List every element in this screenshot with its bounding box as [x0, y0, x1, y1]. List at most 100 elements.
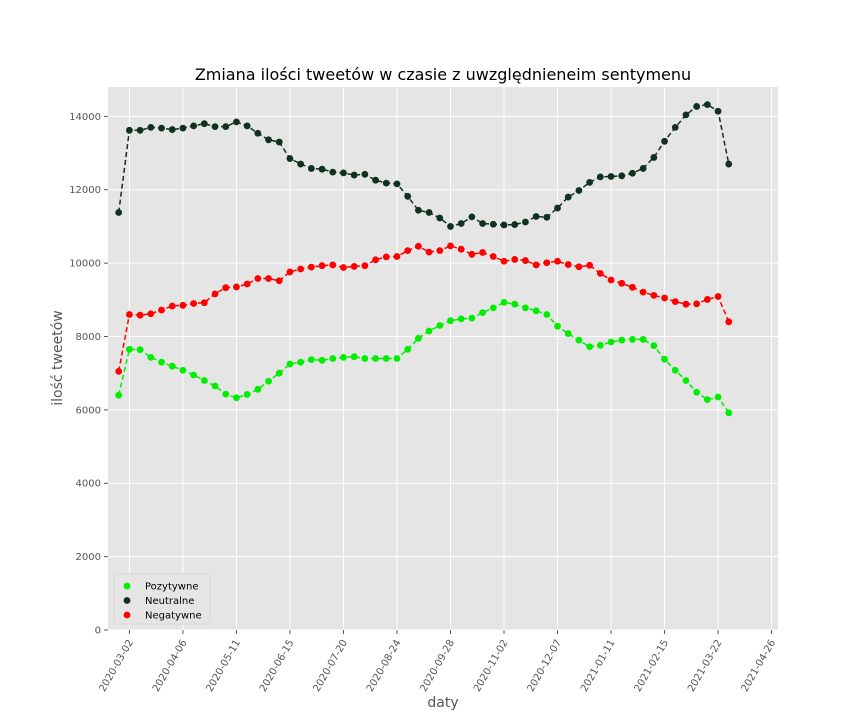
data-point — [650, 342, 658, 350]
y-tick-label: 6000 — [76, 405, 101, 416]
data-point — [607, 173, 615, 180]
data-point — [200, 120, 208, 128]
data-point — [265, 136, 272, 144]
data-point — [661, 294, 668, 302]
series-neutralne — [115, 101, 733, 230]
data-point — [468, 314, 476, 322]
data-point — [307, 356, 315, 364]
data-point — [714, 393, 722, 401]
data-point — [297, 265, 305, 273]
x-tick-label: 2020-08-24 — [365, 638, 404, 694]
data-point — [447, 223, 454, 230]
data-point — [543, 311, 551, 318]
data-point — [522, 304, 529, 312]
data-point — [447, 317, 454, 325]
x-tick-label: 2021-01-11 — [579, 638, 618, 694]
data-point — [126, 345, 133, 353]
data-point — [318, 356, 326, 364]
y-axis-label: ilość tweetów — [50, 310, 66, 405]
data-point — [404, 247, 412, 255]
data-point — [500, 221, 508, 229]
data-point — [554, 322, 561, 330]
chart-title: Zmiana ilości tweetów w czasie z uwzględ… — [195, 65, 691, 84]
data-point — [639, 336, 647, 343]
data-point — [158, 124, 165, 132]
data-point — [382, 355, 390, 362]
data-point — [307, 165, 315, 172]
data-point — [436, 214, 444, 222]
legend-marker — [123, 582, 131, 590]
legend-entry: Negatywne — [145, 611, 202, 622]
data-point — [190, 371, 198, 379]
data-point — [265, 275, 272, 282]
data-point — [650, 154, 658, 161]
data-point — [468, 213, 476, 221]
data-point — [725, 409, 733, 417]
data-point — [340, 264, 347, 271]
series-layer — [115, 101, 733, 417]
data-point — [629, 283, 636, 291]
data-point — [297, 358, 305, 366]
data-point — [489, 220, 497, 228]
data-point — [532, 213, 540, 220]
x-axis: 2020-03-02 2020-04-06 2020-05-11 2020-06-15… — [97, 630, 778, 694]
data-point — [479, 220, 487, 227]
y-tick-label: 8000 — [76, 332, 101, 343]
data-point — [136, 126, 144, 134]
legend-marker — [123, 611, 131, 619]
data-point — [190, 122, 198, 130]
data-point — [682, 300, 690, 308]
data-point — [618, 336, 626, 344]
data-point — [147, 310, 155, 318]
data-point — [136, 346, 144, 354]
data-point — [425, 248, 433, 256]
data-point — [190, 300, 198, 307]
data-point — [425, 209, 433, 216]
data-point — [650, 291, 658, 299]
data-point — [639, 165, 647, 172]
data-point — [222, 284, 230, 292]
series-line — [117, 301, 730, 414]
x-tick-label: 2020-03-02 — [97, 638, 136, 694]
data-point — [211, 123, 219, 131]
legend-entry: Neutralne — [145, 596, 194, 607]
data-point — [564, 330, 572, 337]
data-point — [254, 385, 262, 393]
data-point — [222, 123, 230, 131]
data-point — [393, 180, 401, 188]
data-point — [725, 318, 733, 326]
series-negatywne — [115, 242, 733, 375]
x-tick-label: 2020-09-28 — [419, 638, 458, 694]
data-point — [254, 129, 262, 137]
data-point — [522, 218, 529, 226]
data-point — [661, 355, 668, 363]
data-point — [457, 220, 465, 227]
data-point — [372, 176, 379, 184]
data-point — [275, 369, 283, 377]
data-point — [136, 311, 144, 319]
data-point — [158, 358, 165, 366]
data-point — [532, 307, 540, 315]
data-point — [340, 169, 347, 177]
data-point — [200, 299, 208, 307]
data-point — [254, 275, 262, 282]
data-point — [661, 137, 668, 145]
data-point — [179, 301, 187, 309]
data-point — [404, 192, 412, 200]
data-point — [286, 155, 294, 162]
y-tick-label: 2000 — [76, 552, 101, 563]
data-point — [393, 355, 401, 362]
x-tick-label: 2020-11-02 — [472, 638, 511, 694]
data-point — [575, 263, 583, 271]
x-axis-label: daty — [427, 695, 458, 711]
legend: Pozytywne Neutralne Negatywne — [113, 573, 211, 625]
data-point — [522, 257, 529, 264]
data-point — [629, 169, 636, 177]
data-point — [222, 390, 230, 398]
data-point — [596, 269, 604, 277]
data-point — [126, 126, 133, 134]
data-point — [115, 391, 123, 399]
x-tick-label: 2020-04-06 — [151, 638, 190, 694]
data-point — [425, 327, 433, 335]
